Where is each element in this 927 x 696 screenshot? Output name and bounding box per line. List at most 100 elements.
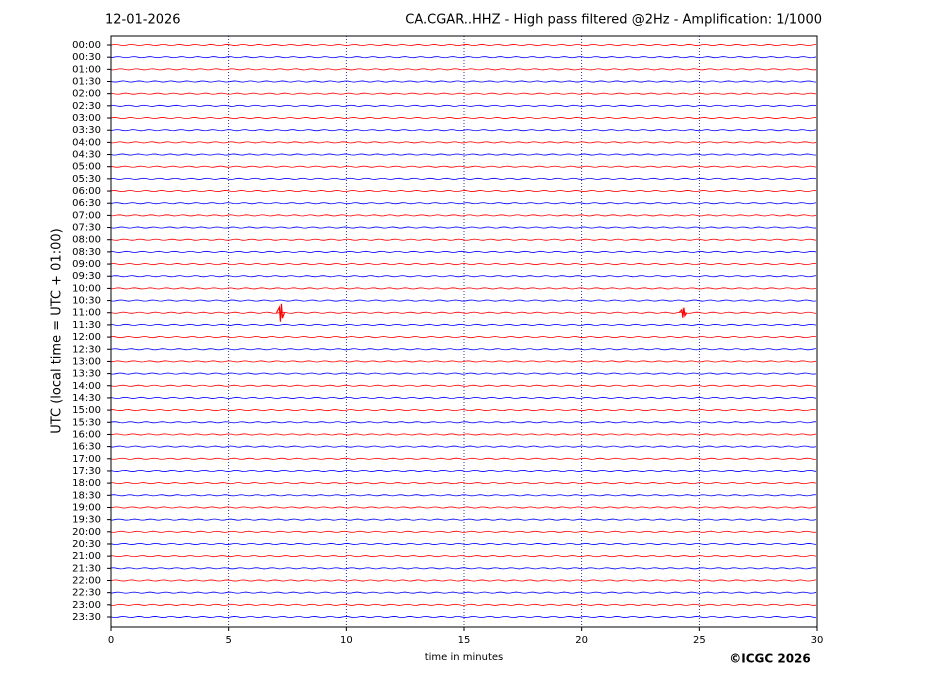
x-tick-label: 20 bbox=[575, 635, 588, 646]
trace bbox=[110, 275, 817, 278]
y-tick-label: 00:30 bbox=[72, 52, 101, 63]
trace bbox=[110, 506, 817, 509]
y-tick-label: 16:30 bbox=[72, 442, 101, 453]
trace bbox=[110, 555, 817, 558]
y-tick-label: 21:00 bbox=[72, 551, 101, 562]
y-tick-label: 06:30 bbox=[72, 198, 101, 209]
trace bbox=[110, 494, 817, 497]
y-tick-label: 16:00 bbox=[72, 429, 101, 440]
trace bbox=[110, 104, 817, 107]
trace bbox=[110, 141, 817, 144]
y-tick-label: 08:00 bbox=[72, 235, 101, 246]
trace bbox=[110, 396, 817, 399]
y-tick-label: 18:30 bbox=[72, 490, 101, 501]
x-tick-label: 25 bbox=[693, 635, 706, 646]
y-tick-label: 14:30 bbox=[72, 393, 101, 404]
trace bbox=[110, 165, 817, 168]
trace bbox=[110, 153, 817, 156]
trace bbox=[110, 336, 817, 339]
y-tick-label: 17:00 bbox=[72, 454, 101, 465]
event-spike bbox=[275, 303, 286, 322]
trace bbox=[110, 129, 817, 132]
y-tick-label: 07:30 bbox=[72, 223, 101, 234]
y-tick-label: 23:30 bbox=[72, 612, 101, 623]
y-tick-label: 12:00 bbox=[72, 332, 101, 343]
event-spike bbox=[678, 307, 688, 318]
y-tick-label: 06:00 bbox=[72, 186, 101, 197]
y-tick-label: 13:30 bbox=[72, 369, 101, 380]
y-tick-label: 19:00 bbox=[72, 502, 101, 513]
x-tick-label: 5 bbox=[225, 635, 231, 646]
trace bbox=[110, 457, 817, 460]
chart-title: CA.CGAR..HHZ - High pass filtered @2Hz -… bbox=[405, 13, 822, 28]
y-tick-label: 02:30 bbox=[72, 101, 101, 112]
y-tick-label: 14:00 bbox=[72, 381, 101, 392]
y-tick-label: 21:30 bbox=[72, 563, 101, 574]
y-tick-label: 04:30 bbox=[72, 150, 101, 161]
y-tick-label: 11:30 bbox=[72, 320, 101, 331]
trace bbox=[110, 323, 817, 326]
trace bbox=[110, 445, 817, 448]
y-tick-label: 03:00 bbox=[72, 113, 101, 124]
y-tick-label: 07:00 bbox=[72, 210, 101, 221]
trace bbox=[110, 542, 817, 545]
trace bbox=[110, 238, 817, 241]
trace bbox=[110, 190, 817, 193]
y-tick-label: 10:30 bbox=[72, 296, 101, 307]
trace bbox=[110, 603, 817, 606]
trace bbox=[110, 299, 817, 302]
y-tick-label: 05:30 bbox=[72, 174, 101, 185]
trace bbox=[110, 384, 817, 387]
x-axis-label: time in minutes bbox=[425, 652, 504, 663]
y-tick-label: 20:00 bbox=[72, 527, 101, 538]
y-tick-label: 04:00 bbox=[72, 137, 101, 148]
y-tick-label: 15:30 bbox=[72, 417, 101, 428]
plot-frame bbox=[110, 35, 818, 628]
trace bbox=[110, 92, 817, 95]
y-tick-label: 15:00 bbox=[72, 405, 101, 416]
trace bbox=[110, 287, 817, 290]
y-tick-label: 12:30 bbox=[72, 344, 101, 355]
y-tick-label: 17:30 bbox=[72, 466, 101, 477]
trace bbox=[110, 56, 817, 59]
y-tick-label: 20:30 bbox=[72, 539, 101, 550]
trace bbox=[110, 68, 817, 71]
trace bbox=[110, 177, 817, 180]
trace bbox=[110, 579, 817, 582]
trace bbox=[110, 530, 817, 533]
y-tick-label: 02:00 bbox=[72, 89, 101, 100]
trace bbox=[110, 372, 817, 375]
trace bbox=[110, 80, 817, 83]
trace bbox=[110, 202, 817, 205]
y-tick-label: 10:00 bbox=[72, 283, 101, 294]
y-tick-label: 09:30 bbox=[72, 271, 101, 282]
trace bbox=[110, 433, 817, 436]
x-tick-label: 0 bbox=[108, 635, 114, 646]
trace bbox=[110, 311, 817, 314]
trace bbox=[110, 348, 817, 351]
date-title: 12-01-2026 bbox=[105, 13, 181, 28]
trace bbox=[110, 421, 817, 424]
trace bbox=[110, 117, 817, 120]
trace bbox=[110, 591, 817, 594]
trace bbox=[110, 214, 817, 217]
y-tick-label: 11:00 bbox=[72, 308, 101, 319]
x-tick-label: 15 bbox=[458, 635, 471, 646]
trace bbox=[110, 360, 817, 363]
y-axis-label: UTC (local time = UTC + 01:00) bbox=[50, 228, 65, 433]
trace bbox=[110, 615, 817, 619]
y-tick-label: 23:00 bbox=[72, 600, 101, 611]
y-tick-label: 09:00 bbox=[72, 259, 101, 270]
trace bbox=[110, 518, 817, 521]
trace bbox=[110, 482, 817, 485]
trace bbox=[110, 43, 817, 47]
y-tick-label: 03:30 bbox=[72, 125, 101, 136]
x-tick-label: 10 bbox=[340, 635, 353, 646]
x-tick-label: 30 bbox=[811, 635, 824, 646]
trace bbox=[110, 226, 817, 229]
y-tick-label: 01:00 bbox=[72, 64, 101, 75]
trace bbox=[110, 567, 817, 570]
y-tick-label: 18:00 bbox=[72, 478, 101, 489]
